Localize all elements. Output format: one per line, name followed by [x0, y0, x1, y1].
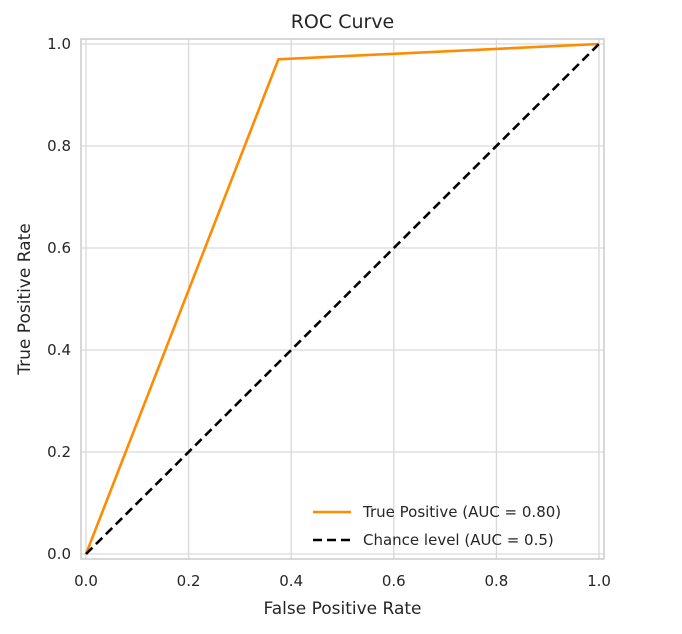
y-tick-label: 0.6: [47, 239, 71, 257]
x-axis-label: False Positive Rate: [264, 599, 422, 619]
x-tick-label: 0.0: [74, 572, 98, 590]
x-tick-label: 0.8: [484, 572, 508, 590]
chart-title: ROC Curve: [291, 11, 395, 33]
series-lines: [84, 42, 600, 555]
x-tick-labels: 0.0 0.2 0.4 0.6 0.8 1.0: [74, 572, 611, 590]
x-tick-label: 0.6: [382, 572, 406, 590]
y-tick-label: 1.0: [47, 35, 71, 53]
y-axis-label: True Positive Rate: [15, 223, 35, 375]
legend-label-chance-level: Chance level (AUC = 0.5): [363, 531, 554, 549]
x-tick-label: 1.0: [587, 572, 611, 590]
x-tick-label: 0.2: [177, 572, 201, 590]
y-tick-label: 0.2: [47, 443, 71, 461]
y-tick-label: 0.0: [47, 545, 71, 563]
y-tick-label: 0.8: [47, 137, 71, 155]
series-line-1: [85, 43, 600, 555]
x-tick-label: 0.4: [279, 572, 303, 590]
y-tick-labels: 0.0 0.2 0.4 0.6 0.8 1.0: [47, 35, 71, 563]
legend-label-true-positive: True Positive (AUC = 0.80): [362, 503, 561, 521]
grid-lines: [81, 39, 604, 559]
legend: True Positive (AUC = 0.80) Chance level …: [313, 503, 561, 549]
series-line-0: [84, 42, 600, 555]
plot-frame: [80, 38, 605, 560]
y-tick-label: 0.4: [47, 341, 71, 359]
